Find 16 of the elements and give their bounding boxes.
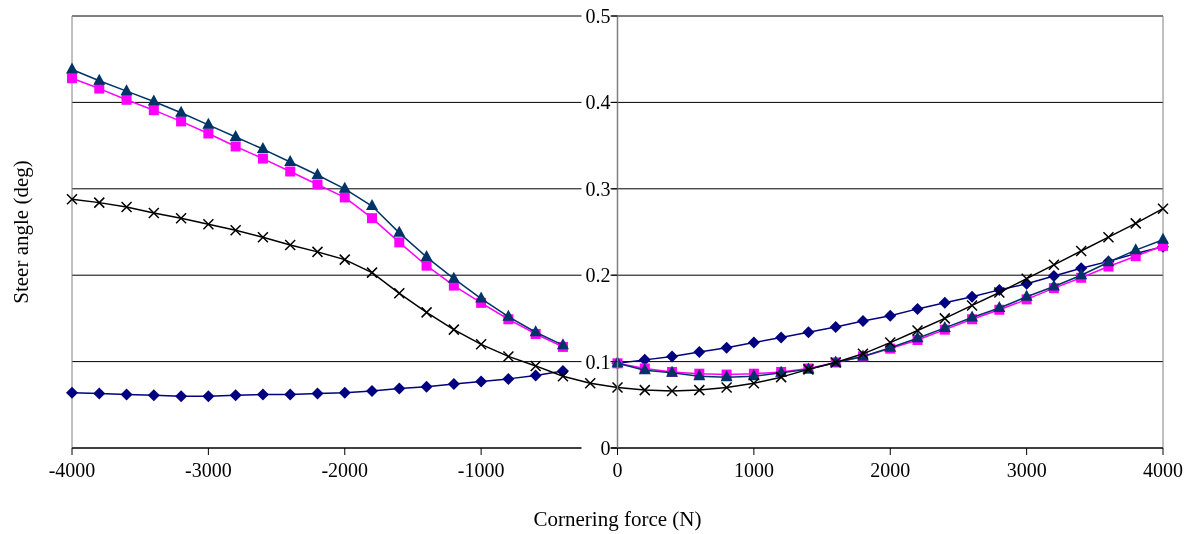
y-tick-label: 0.4 (585, 91, 611, 114)
y-axis-title: Steer angle (deg) (9, 160, 33, 304)
y-tick-label: 0.3 (585, 177, 611, 200)
x-axis-title: Cornering force (N) (533, 507, 702, 531)
x-tick-label: -1000 (457, 459, 505, 481)
x-tick-label: 4000 (1143, 459, 1183, 481)
x-tick-label: 1000 (733, 459, 774, 481)
y-tick-label: 0.5 (585, 5, 611, 27)
y-tick-label: 0.2 (585, 264, 611, 287)
x-tick-label: -4000 (48, 459, 96, 481)
x-tick-label: -3000 (185, 459, 232, 481)
y-tick-label: 0 (600, 437, 611, 459)
x-tick-label: -2000 (321, 459, 369, 481)
x-tick-label: 2000 (870, 459, 911, 481)
x-tick-label: 3000 (1006, 459, 1047, 481)
y-tick-label: 0.1 (585, 350, 611, 373)
